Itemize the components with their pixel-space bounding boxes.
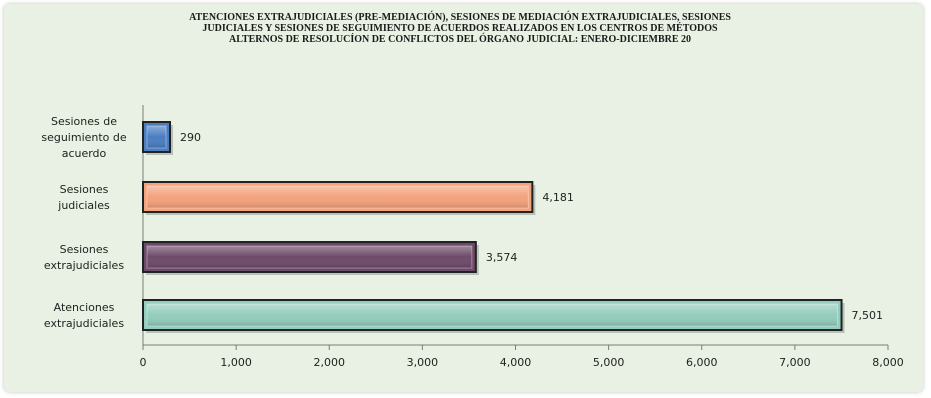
x-tick-label: 0: [140, 356, 147, 369]
bar-bevel: [146, 245, 473, 269]
x-tick-label: 2,000: [314, 356, 346, 369]
x-tick-label: 8,000: [872, 356, 904, 369]
x-tick-label: 4,000: [500, 356, 532, 369]
x-tick-label: 6,000: [686, 356, 718, 369]
x-tick-label: 3,000: [407, 356, 439, 369]
category-label: Sesiones de seguimiento de acuerdo: [41, 115, 127, 160]
chart-title-line-2: JUDICIALES Y SESIONES DE SEGUIMIENTO DE …: [202, 23, 718, 34]
category-label: Atenciones extrajudiciales: [44, 301, 124, 330]
bar-value-label: 3,574: [486, 251, 518, 264]
chart-title-line-1: ATENCIONES EXTRAJUDICIALES (PRE-MEDIACIÓ…: [189, 12, 731, 23]
bar-value-label: 7,501: [852, 309, 884, 322]
category-label: Sesiones extrajudiciales: [44, 243, 124, 272]
bar-value-label: 4,181: [542, 191, 574, 204]
bar-bevel: [146, 125, 167, 149]
x-tick-label: 1,000: [220, 356, 252, 369]
category-label: Sesiones judiciales: [57, 183, 110, 212]
bar-bevel: [146, 303, 839, 327]
x-tick-label: 5,000: [593, 356, 625, 369]
chart-title: ATENCIONES EXTRAJUDICIALES (PRE-MEDIACIÓ…: [60, 12, 860, 45]
x-tick-label: 7,000: [779, 356, 811, 369]
bar-bevel: [146, 185, 529, 209]
bar-value-label: 290: [180, 131, 201, 144]
chart-title-line-3: ALTERNOS DE RESOLUCÍON DE CONFLICTOS DEL…: [228, 34, 692, 45]
